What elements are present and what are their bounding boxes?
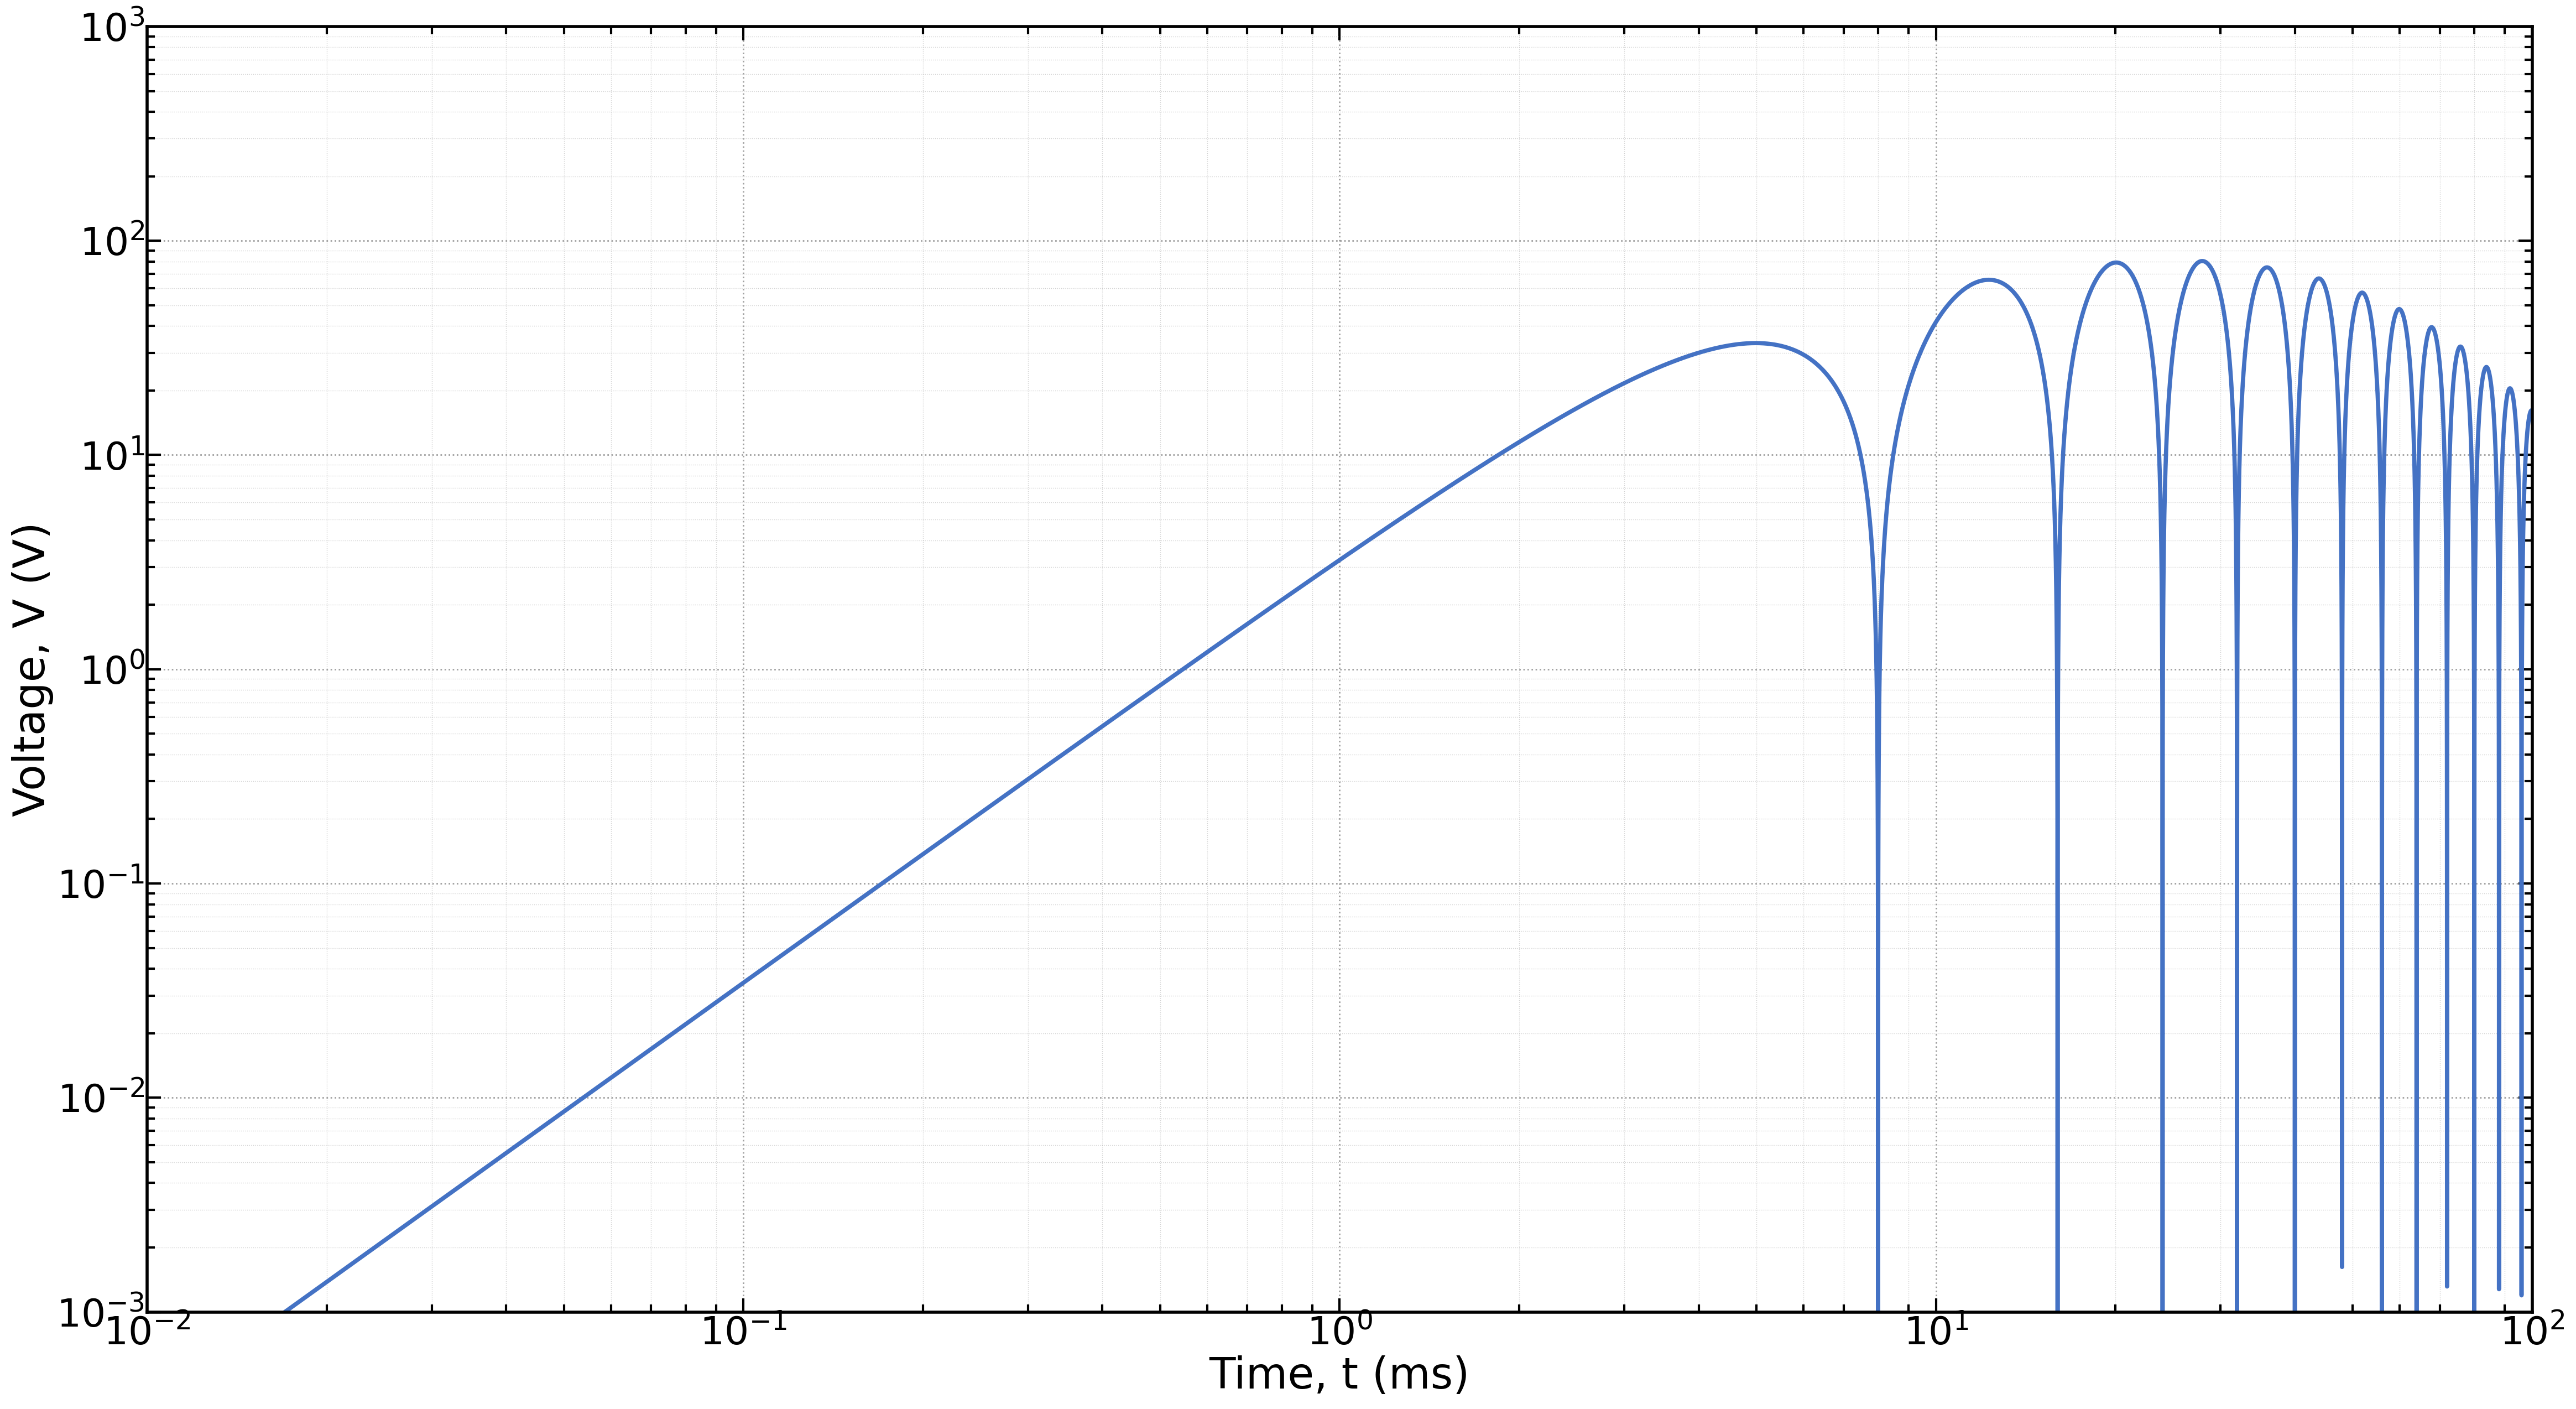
X-axis label: Time, t (ms): Time, t (ms) (1208, 1355, 1471, 1398)
Y-axis label: Voltage, V (V): Voltage, V (V) (10, 521, 54, 817)
